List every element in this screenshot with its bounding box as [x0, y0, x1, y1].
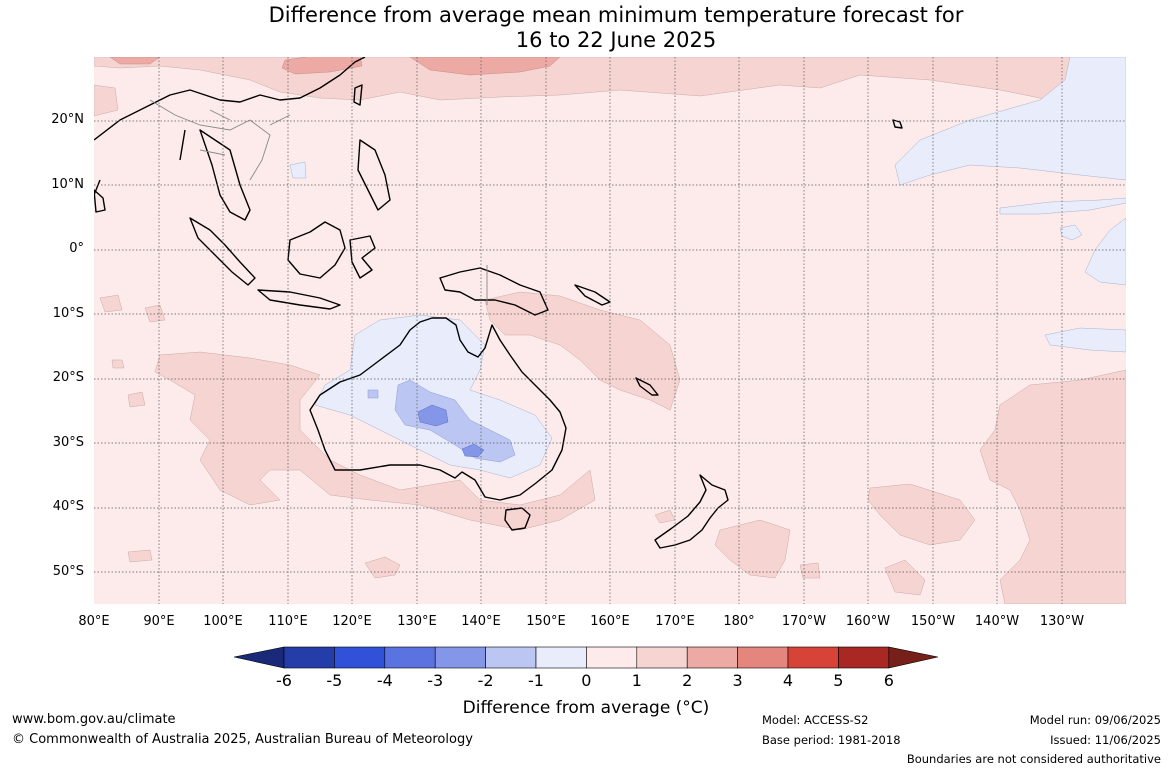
lat-label: 40°S — [52, 499, 84, 514]
anomaly-warm-2-3 — [109, 57, 561, 76]
colorbar-tick: -6 — [276, 671, 292, 690]
colorbar-tick: -1 — [528, 671, 544, 690]
map-title: Difference from average mean minimum tem… — [0, 3, 1173, 53]
base-period: Base period: 1981-2018 — [762, 733, 901, 747]
colorbar-tick: 0 — [581, 671, 592, 690]
lon-label: 170°W — [781, 614, 827, 629]
colorbar-segment — [586, 646, 638, 669]
lon-label: 120°E — [332, 614, 372, 629]
lon-label: 90°E — [143, 614, 175, 629]
colorbar-tick: 5 — [833, 671, 844, 690]
lat-label: 10°S — [52, 306, 84, 321]
title-line-1: Difference from average mean minimum tem… — [268, 3, 964, 27]
colorbar-tick: 1 — [631, 671, 642, 690]
colorbar-extend-low — [233, 646, 285, 669]
lat-label: 0° — [69, 241, 84, 256]
lat-label: 20°N — [51, 112, 84, 127]
lon-label: 140°E — [461, 614, 501, 629]
colorbar-segment — [838, 646, 890, 669]
colorbar-segment — [737, 646, 789, 669]
colorbar-segment — [384, 646, 436, 669]
lon-label: 110°E — [268, 614, 308, 629]
colorbar-segment — [334, 646, 386, 669]
lon-label: 140°W — [974, 614, 1020, 629]
colorbar-tick: -4 — [376, 671, 393, 690]
colorbar-segment — [535, 646, 587, 669]
colorbar-tick: 3 — [732, 671, 743, 690]
title-line-2: 16 to 22 June 2025 — [515, 28, 717, 52]
colorbar-tick: -3 — [427, 671, 444, 690]
lat-label: 10°N — [51, 177, 84, 192]
colorbar-segment — [434, 646, 486, 669]
colorbar-segment — [636, 646, 688, 669]
colorbar-tick: 6 — [883, 671, 894, 690]
coastlines — [94, 57, 903, 549]
anomaly-cool-1-2 — [367, 379, 516, 463]
colorbar — [233, 646, 939, 669]
lon-label: 160°E — [590, 614, 630, 629]
colorbar-segment — [686, 646, 738, 669]
colorbar-tick: -5 — [326, 671, 343, 690]
lon-label: 180° — [723, 614, 755, 629]
lon-label: 160°W — [845, 614, 891, 629]
issued-date: Issued: 11/06/2025 — [1050, 733, 1161, 747]
lon-label: 150°E — [526, 614, 566, 629]
colorbar-segment — [283, 646, 335, 669]
colorbar-tick: 2 — [682, 671, 693, 690]
lat-label: 50°S — [52, 564, 84, 579]
website-link[interactable]: www.bom.gov.au/climate — [12, 712, 176, 727]
colorbar-segment — [787, 646, 839, 669]
lon-label: 130°W — [1039, 614, 1085, 629]
colorbar-tick: -2 — [477, 671, 494, 690]
lon-label: 150°W — [910, 614, 956, 629]
lat-label: 30°S — [52, 435, 84, 450]
lon-label: 80°E — [78, 614, 110, 629]
colorbar-tick: 4 — [782, 671, 794, 690]
lon-label: 130°E — [397, 614, 437, 629]
copyright-text: © Commonwealth of Australia 2025, Austra… — [12, 732, 473, 747]
anomaly-cool-2-3 — [417, 404, 485, 458]
colorbar-segment — [485, 646, 537, 669]
country-borders — [149, 99, 488, 305]
lat-label: 20°S — [52, 370, 84, 385]
colorbar-extend-high — [888, 646, 939, 669]
model-name: Model: ACCESS-S2 — [762, 713, 869, 727]
lon-label: 100°E — [203, 614, 243, 629]
model-run-date: Model run: 09/06/2025 — [1029, 713, 1161, 727]
boundary-disclaimer: Boundaries are not considered authoritat… — [906, 752, 1161, 766]
colorbar-label: Difference from average (°C) — [462, 698, 710, 718]
gridlines — [94, 57, 1126, 604]
lon-label: 170°E — [655, 614, 695, 629]
